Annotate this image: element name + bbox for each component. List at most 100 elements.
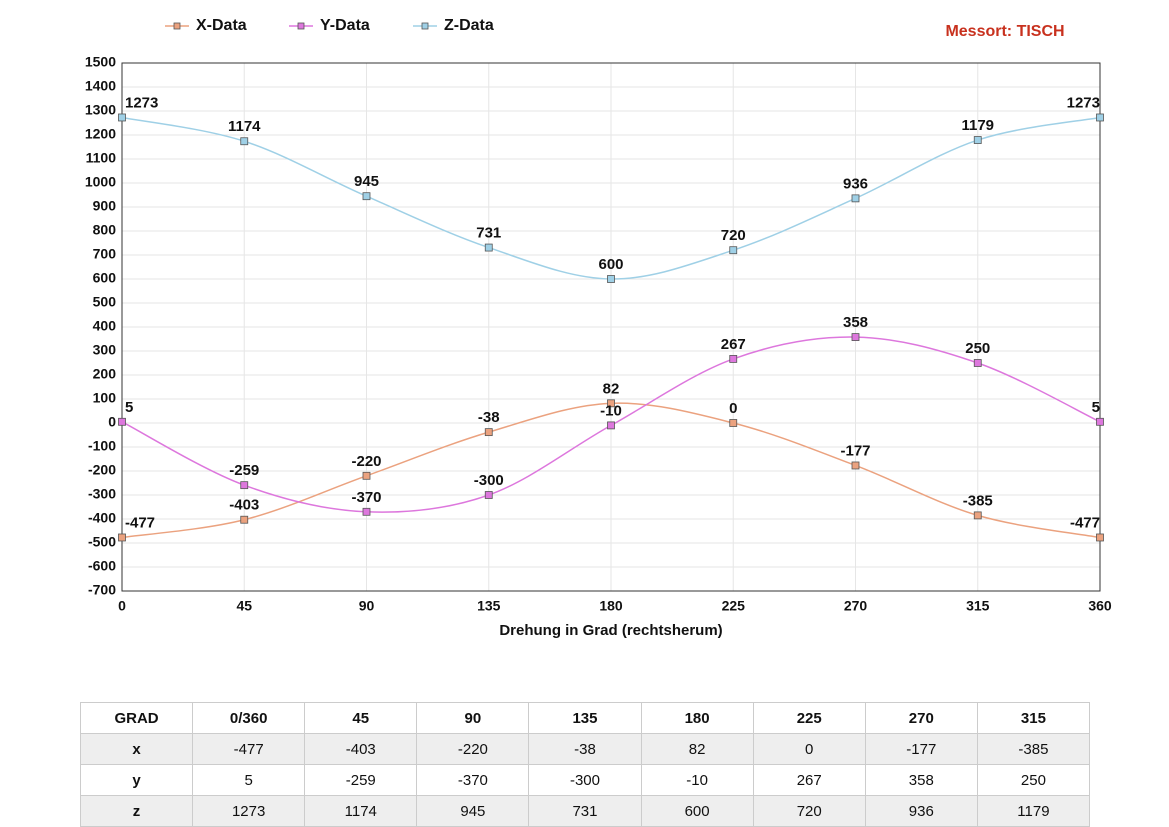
table-header-row: GRAD 0/360 45 90 135 180 225 270 315 (79, 702, 1091, 734)
data-label: -10 (600, 402, 622, 419)
table-cell: -220 (416, 733, 530, 765)
table-cell: 267 (752, 764, 866, 796)
marker (118, 533, 126, 542)
table-cell: 250 (976, 764, 1091, 796)
y-tick-label: -100 (88, 438, 116, 454)
y-tick-label: -700 (88, 582, 116, 598)
marker (851, 461, 860, 470)
table-cell: -38 (528, 733, 642, 765)
marker (118, 113, 126, 122)
y-tick-label: 900 (93, 198, 117, 214)
y-tick-label: 500 (93, 294, 117, 310)
y-tick-label: 1000 (85, 174, 116, 190)
table-cell: -177 (864, 733, 978, 765)
row-label: y (79, 764, 194, 796)
x-tick-label: 315 (966, 598, 990, 614)
header-cell: 180 (640, 702, 754, 734)
data-label: -370 (351, 489, 381, 506)
table-cell: 5 (192, 764, 306, 796)
marker (484, 428, 493, 437)
plot-border (121, 62, 1101, 592)
data-label: 731 (476, 225, 501, 242)
marker (240, 515, 249, 524)
header-cell: 225 (752, 702, 866, 734)
marker (973, 136, 982, 144)
table-cell: 945 (416, 795, 530, 827)
table-cell: -385 (976, 733, 1091, 765)
data-label: -38 (478, 409, 500, 426)
marker (607, 399, 615, 408)
table-cell: 936 (864, 795, 978, 827)
data-label: 0 (729, 400, 737, 417)
table-cell: 1174 (304, 795, 418, 827)
data-label: -403 (229, 497, 259, 514)
data-label: -300 (474, 472, 504, 489)
marker (118, 417, 126, 426)
chart: Messort: TISCH Drehung in Grad (rechtshe… (85, 17, 1112, 639)
marker (484, 491, 493, 499)
table-cell: -300 (528, 764, 642, 796)
marker (973, 511, 982, 520)
data-label: 600 (598, 256, 623, 273)
data-label: 1179 (961, 117, 994, 134)
table-cell: 0 (752, 733, 866, 765)
y-tick-label: 100 (93, 390, 117, 406)
marker (1096, 113, 1104, 122)
legend-marker (421, 22, 429, 30)
table-cell: 358 (864, 764, 978, 796)
x-axis-label: Drehung in Grad (rechtsherum) (499, 622, 722, 639)
marker (729, 419, 738, 427)
data-label: -259 (229, 462, 259, 479)
marker (729, 246, 738, 255)
data-label: 1174 (228, 118, 261, 135)
x-tick-label: 270 (844, 598, 868, 614)
row-label: z (79, 795, 194, 827)
y-tick-label: 1500 (85, 54, 116, 70)
table-cell: 1273 (192, 795, 306, 827)
annotation: Messort: TISCH (945, 23, 1064, 40)
table-row: y 5 -259 -370 -300 -10 267 358 250 (79, 764, 1091, 796)
table-row: x -477 -403 -220 -38 82 0 -177 -385 (79, 733, 1091, 765)
marker (1096, 533, 1104, 542)
header-cell: 90 (416, 702, 530, 734)
marker (851, 194, 860, 203)
table-cell: 1179 (976, 795, 1091, 827)
data-label: 5 (1092, 399, 1100, 416)
y-tick-label: -600 (88, 558, 116, 574)
legend-label: X-Data (196, 17, 247, 34)
table-cell: -259 (304, 764, 418, 796)
y-tick-label: 200 (93, 366, 117, 382)
data-label: 267 (721, 336, 746, 353)
marker (607, 421, 615, 430)
header-cell: 315 (976, 702, 1091, 734)
marker (607, 275, 615, 283)
table-cell: -370 (416, 764, 530, 796)
x-tick-label: 90 (359, 598, 375, 614)
data-label: 1273 (125, 94, 158, 111)
y-tick-label: -200 (88, 462, 116, 478)
table-row: z 1273 1174 945 731 600 720 936 1179 (79, 795, 1091, 827)
header-cell: 0/360 (192, 702, 306, 734)
data-label: 1273 (1067, 94, 1100, 111)
y-tick-label: 700 (93, 246, 117, 262)
y-tick-label: -400 (88, 510, 116, 526)
header-cell: GRAD (79, 702, 194, 734)
x-tick-label: 0 (118, 598, 126, 614)
data-label: 936 (843, 175, 868, 192)
data-label: 5 (125, 399, 133, 416)
data-label: 82 (603, 380, 620, 397)
data-label: -177 (840, 442, 870, 459)
y-tick-label: -300 (88, 486, 116, 502)
y-tick-label: 0 (108, 414, 116, 430)
row-label: x (79, 733, 194, 765)
y-tick-label: 1100 (86, 150, 117, 166)
y-tick-label: 300 (93, 342, 117, 358)
data-label: -477 (125, 514, 155, 531)
table-cell: 82 (640, 733, 754, 765)
marker (362, 507, 371, 516)
marker (851, 333, 860, 341)
data-label: 358 (843, 314, 868, 331)
legend-label: Y-Data (320, 17, 370, 34)
marker (484, 243, 493, 252)
